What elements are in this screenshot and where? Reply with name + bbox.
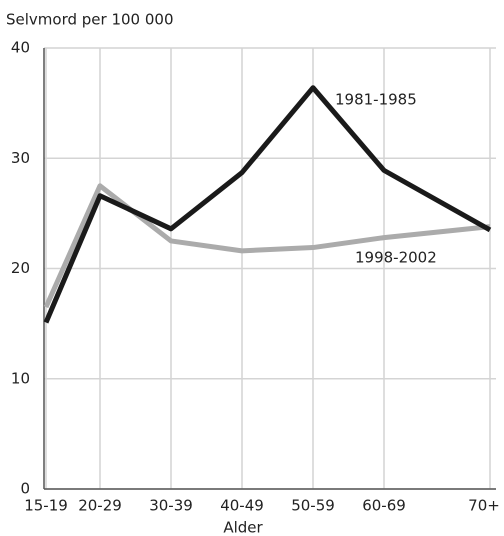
line-series bbox=[43, 85, 492, 324]
y-tick-label: 0 bbox=[20, 480, 30, 498]
x-tick-label: 15-19 bbox=[24, 497, 68, 515]
x-tick-label: 30-39 bbox=[149, 497, 193, 515]
series-label: 1981-1985 bbox=[335, 91, 417, 109]
y-axis-label: Selvmord per 100 000 bbox=[6, 11, 174, 29]
y-tick-label: 40 bbox=[11, 39, 30, 57]
line-series bbox=[43, 183, 491, 309]
x-tick-label: 20-29 bbox=[78, 497, 122, 515]
y-tick-label: 30 bbox=[11, 149, 30, 167]
x-tick-label: 60-69 bbox=[362, 497, 406, 515]
series-label: 1998-2002 bbox=[355, 249, 437, 267]
x-tick-label: 50-59 bbox=[291, 497, 335, 515]
x-tick-label: 70+ bbox=[468, 497, 500, 515]
y-tick-label: 10 bbox=[11, 369, 30, 387]
y-tick-label: 20 bbox=[11, 259, 30, 277]
x-tick-label: 40-49 bbox=[220, 497, 264, 515]
x-axis-label: Alder bbox=[223, 519, 263, 536]
